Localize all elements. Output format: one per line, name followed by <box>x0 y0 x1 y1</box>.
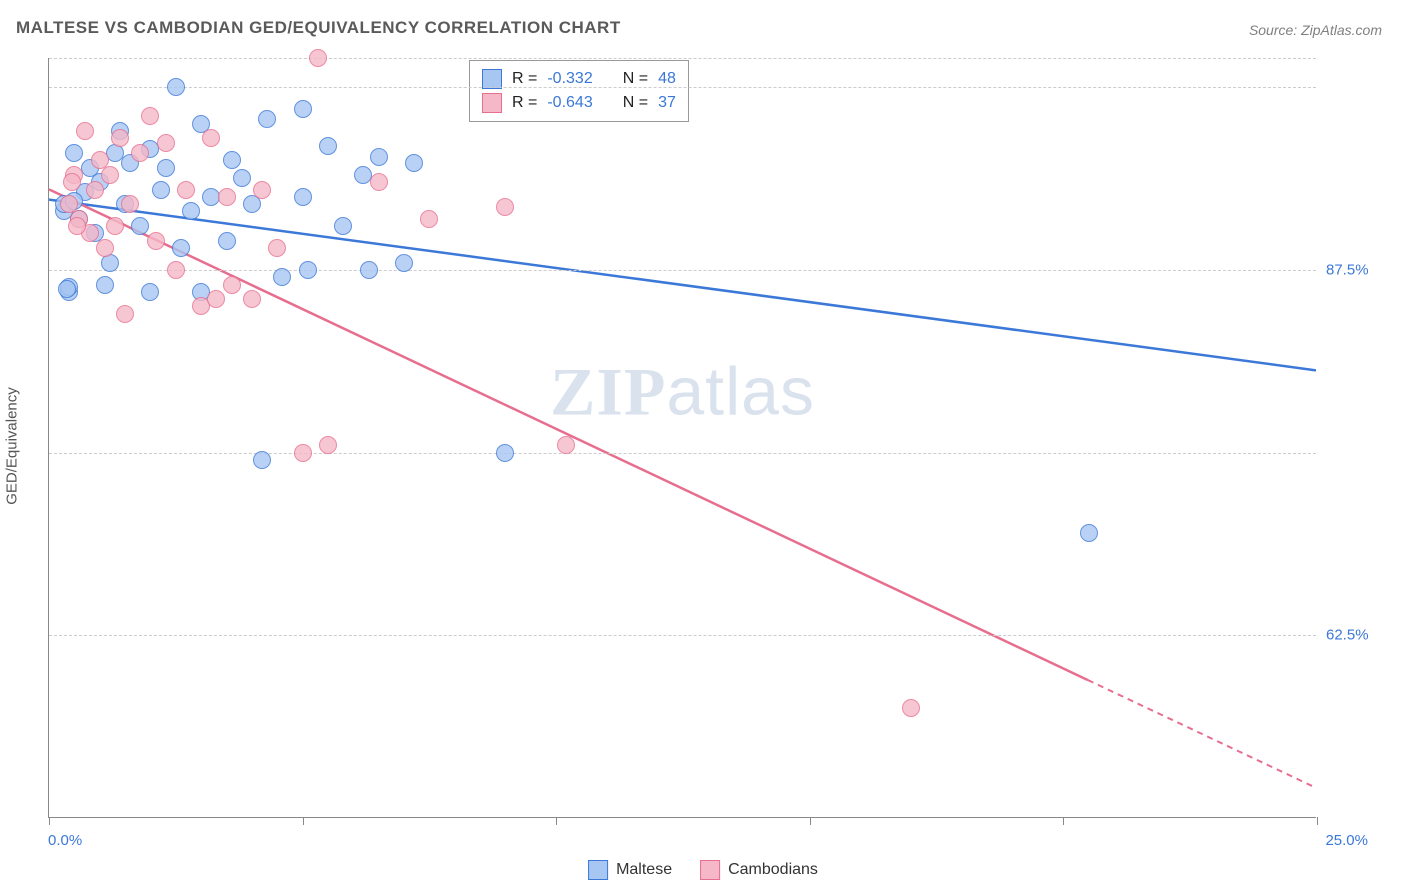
data-point <box>182 202 200 220</box>
gridline-h <box>49 270 1316 271</box>
data-point <box>76 122 94 140</box>
y-tick-label: 62.5% <box>1326 627 1396 644</box>
data-point <box>370 148 388 166</box>
data-point <box>172 239 190 257</box>
data-point <box>167 78 185 96</box>
y-axis-label: GED/Equivalency <box>4 387 21 505</box>
data-point <box>131 144 149 162</box>
gridline-h <box>49 635 1316 636</box>
data-point <box>218 188 236 206</box>
n-value: 48 <box>658 70 676 88</box>
legend-label: Cambodians <box>728 861 818 879</box>
stats-legend-row: R = -0.643 N = 37 <box>482 91 676 115</box>
gridline-h <box>49 87 1316 88</box>
gridline-h <box>49 58 1316 59</box>
data-point <box>101 166 119 184</box>
data-point <box>370 173 388 191</box>
data-point <box>111 129 129 147</box>
data-point <box>1080 524 1098 542</box>
x-tick <box>556 817 557 825</box>
data-point <box>420 210 438 228</box>
data-point <box>131 217 149 235</box>
data-point <box>268 239 286 257</box>
legend-item: Maltese <box>588 860 672 880</box>
data-point <box>141 107 159 125</box>
legend-swatch <box>482 93 502 113</box>
r-value: -0.643 <box>547 94 592 112</box>
x-tick <box>303 817 304 825</box>
plot-area: ZIPatlas R =-0.332N =48R =-0.643N =37 62… <box>48 58 1316 818</box>
data-point <box>496 198 514 216</box>
x-tick-max: 25.0% <box>1325 832 1368 849</box>
data-point <box>96 239 114 257</box>
data-point <box>273 268 291 286</box>
data-point <box>243 290 261 308</box>
y-tick-label: 87.5% <box>1326 261 1396 278</box>
data-point <box>167 261 185 279</box>
data-point <box>319 436 337 454</box>
x-tick <box>1063 817 1064 825</box>
data-point <box>294 100 312 118</box>
gridline-h <box>49 453 1316 454</box>
n-label: N = <box>623 70 648 88</box>
data-point <box>218 232 236 250</box>
r-value: -0.332 <box>547 70 592 88</box>
data-point <box>223 151 241 169</box>
n-value: 37 <box>658 94 676 112</box>
data-point <box>334 217 352 235</box>
data-point <box>496 444 514 462</box>
n-label: N = <box>623 94 648 112</box>
trend-line-dashed <box>1088 680 1316 788</box>
legend-item: Cambodians <box>700 860 818 880</box>
data-point <box>207 290 225 308</box>
source-attribution: Source: ZipAtlas.com <box>1249 22 1382 38</box>
legend-swatch <box>700 860 720 880</box>
data-point <box>121 195 139 213</box>
data-point <box>253 181 271 199</box>
legend-swatch <box>588 860 608 880</box>
data-point <box>106 217 124 235</box>
x-tick-min: 0.0% <box>48 832 82 849</box>
data-point <box>63 173 81 191</box>
data-point <box>395 254 413 272</box>
data-point <box>258 110 276 128</box>
data-point <box>65 144 83 162</box>
chart-title: MALTESE VS CAMBODIAN GED/EQUIVALENCY COR… <box>16 18 621 38</box>
r-label: R = <box>512 70 537 88</box>
x-tick <box>49 817 50 825</box>
data-point <box>202 129 220 147</box>
data-point <box>68 217 86 235</box>
legend-label: Maltese <box>616 861 672 879</box>
data-point <box>299 261 317 279</box>
data-point <box>557 436 575 454</box>
data-point <box>309 49 327 67</box>
data-point <box>157 134 175 152</box>
data-point <box>253 451 271 469</box>
data-point <box>86 181 104 199</box>
x-tick <box>810 817 811 825</box>
series-legend: Maltese Cambodians <box>588 860 818 880</box>
data-point <box>294 188 312 206</box>
data-point <box>177 181 195 199</box>
trend-line <box>49 189 1088 680</box>
data-point <box>152 181 170 199</box>
data-point <box>141 283 159 301</box>
stats-legend: R = -0.332 N = 48 R = -0.643 N = 37 <box>469 60 689 122</box>
r-label: R = <box>512 94 537 112</box>
x-tick <box>1317 817 1318 825</box>
data-point <box>233 169 251 187</box>
data-point <box>116 305 134 323</box>
data-point <box>147 232 165 250</box>
data-point <box>319 137 337 155</box>
data-point <box>405 154 423 172</box>
data-point <box>223 276 241 294</box>
data-point <box>902 699 920 717</box>
data-point <box>360 261 378 279</box>
watermark: ZIPatlas <box>550 352 815 431</box>
data-point <box>294 444 312 462</box>
data-point <box>58 280 76 298</box>
data-point <box>157 159 175 177</box>
legend-swatch <box>482 69 502 89</box>
data-point <box>96 276 114 294</box>
